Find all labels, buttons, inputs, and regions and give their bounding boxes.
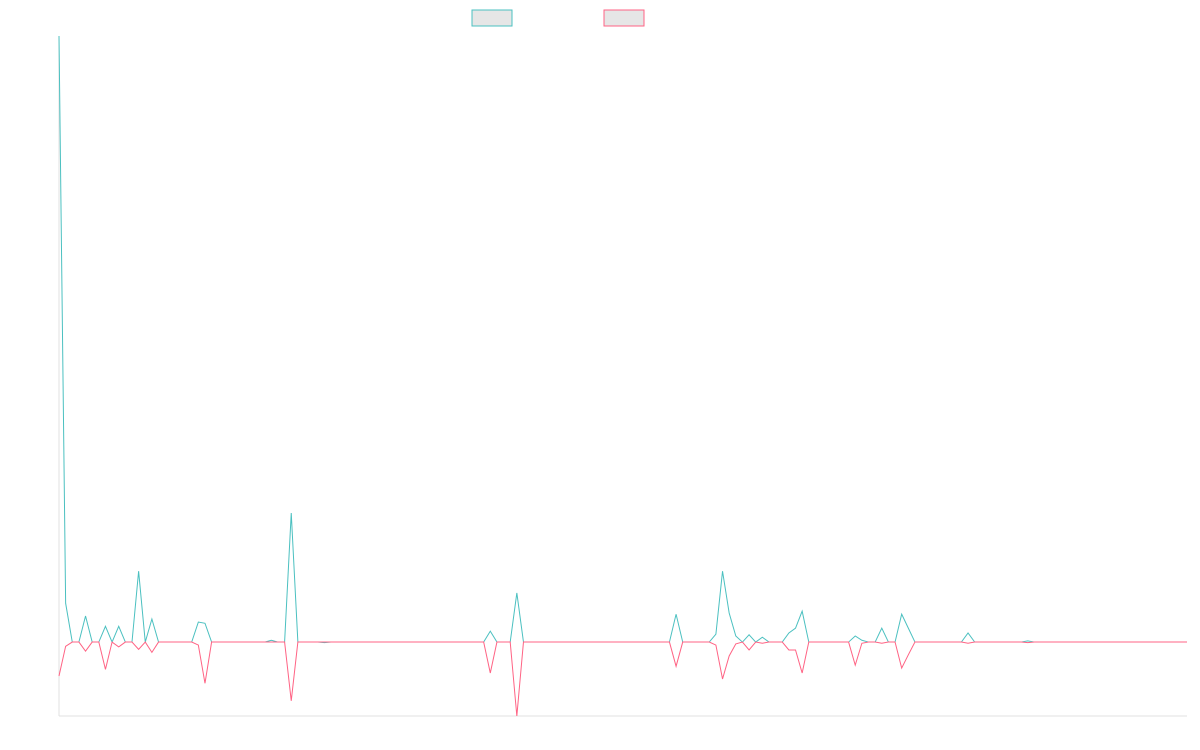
series-line [58, 35, 1187, 644]
series-line [58, 641, 1187, 717]
legend-swatch [603, 9, 645, 27]
legend-swatch [471, 9, 513, 27]
